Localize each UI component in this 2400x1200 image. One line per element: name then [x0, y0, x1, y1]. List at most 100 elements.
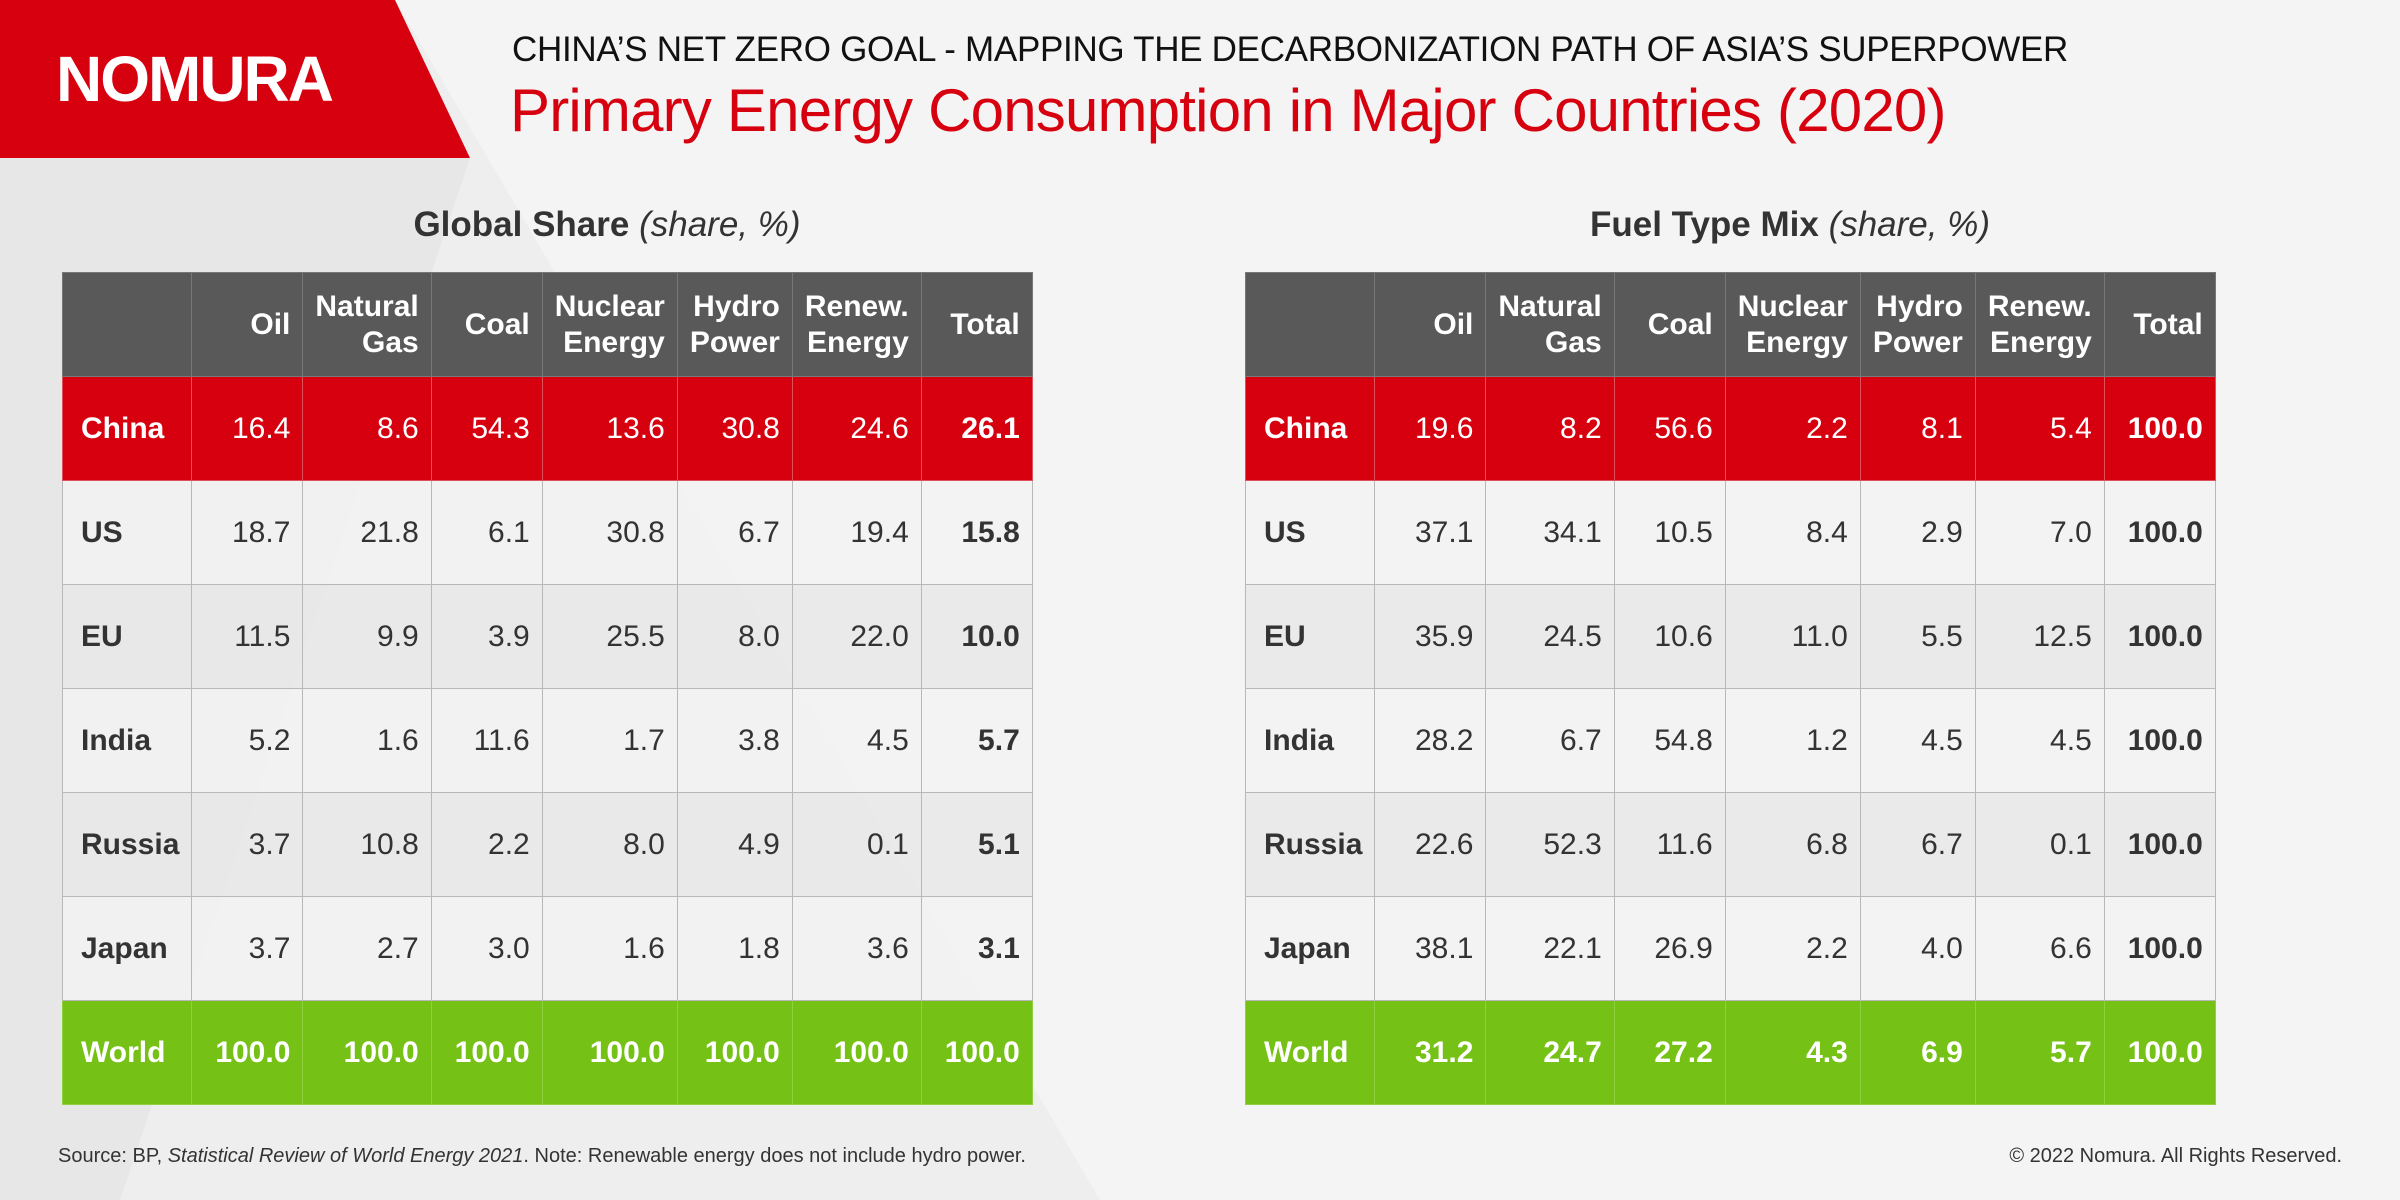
value-cell: 5.5 — [1859, 584, 1976, 689]
table-row: US 37.1 34.1 10.5 8.4 2.9 7.0 100.0 — [1244, 480, 2216, 585]
table-row: China 16.4 8.6 54.3 13.6 30.8 24.6 26.1 — [61, 376, 1033, 481]
column-header-line2: Gas — [362, 325, 419, 359]
column-header-line1: Hydro — [1876, 289, 1963, 323]
fuel-mix-title-text: Fuel Type Mix — [1589, 205, 1819, 244]
column-header-line1: Natural — [1498, 289, 1602, 323]
value-cell: 10.5 — [1613, 480, 1726, 585]
nomura-logo: NOMURA — [56, 43, 334, 115]
value-cell: 3.6 — [791, 896, 922, 1001]
column-header-line1: Nuclear — [1737, 289, 1848, 323]
column-header: Oil — [191, 272, 304, 377]
value-cell: 18.7 — [191, 480, 304, 585]
value-cell: 6.8 — [1724, 792, 1861, 897]
column-header: Renew. Energy — [1974, 272, 2105, 377]
value-cell: 11.6 — [1613, 792, 1726, 897]
logo-block — [0, 0, 470, 158]
value-cell: 19.4 — [791, 480, 922, 585]
value-cell: 25.5 — [541, 584, 678, 689]
column-header: Nuclear Energy — [1724, 272, 1861, 377]
total-cell: 100.0 — [2103, 896, 2216, 1001]
total-cell: 15.8 — [920, 480, 1033, 585]
table-row: Russia 22.6 52.3 11.6 6.8 6.7 0.1 100.0 — [1244, 792, 2216, 897]
value-cell: 10.6 — [1613, 584, 1726, 689]
column-header-line2: Energy — [1746, 325, 1848, 359]
column-header: Coal — [1613, 272, 1726, 377]
value-cell: 13.6 — [541, 376, 678, 481]
source-suffix: . Note: Renewable energy does not includ… — [523, 1145, 1026, 1167]
value-cell: 3.9 — [430, 584, 543, 689]
value-cell: 22.1 — [1485, 896, 1615, 1001]
value-cell: 2.2 — [1724, 896, 1861, 1001]
total-cell: 26.1 — [920, 376, 1033, 481]
value-cell: 35.9 — [1374, 584, 1487, 689]
value-cell: 8.0 — [676, 584, 793, 689]
value-cell: 4.9 — [676, 792, 793, 897]
column-header: Total — [920, 272, 1033, 377]
column-header-line2: Power — [689, 325, 780, 359]
table-row: EU 35.9 24.5 10.6 11.0 5.5 12.5 100.0 — [1244, 584, 2216, 689]
row-label: World — [61, 1000, 193, 1105]
header-row: Oil Natural Gas Coal Nuclear Energy Hydro Power… — [1244, 272, 2216, 377]
column-header-line2: Power — [1872, 325, 1963, 359]
value-cell: 54.3 — [430, 376, 543, 481]
value-cell: 6.6 — [1974, 896, 2105, 1001]
column-header-line1: Natural — [315, 289, 419, 323]
value-cell: 100.0 — [191, 1000, 304, 1105]
value-cell: 54.8 — [1613, 688, 1726, 793]
value-cell: 4.5 — [1859, 688, 1976, 793]
value-cell: 34.1 — [1485, 480, 1615, 585]
value-cell: 31.2 — [1374, 1000, 1487, 1105]
value-cell: 24.6 — [791, 376, 922, 481]
column-header-line2: Coal — [1647, 307, 1713, 341]
total-cell: 5.7 — [920, 688, 1033, 793]
column-header: Renew. Energy — [791, 272, 922, 377]
value-cell: 8.6 — [302, 376, 432, 481]
table-row: World 31.2 24.7 27.2 4.3 6.9 5.7 100.0 — [1244, 1000, 2216, 1105]
value-cell: 8.0 — [541, 792, 678, 897]
value-cell: 4.5 — [1974, 688, 2105, 793]
value-cell: 56.6 — [1613, 376, 1726, 481]
value-cell: 1.6 — [302, 688, 432, 793]
value-cell: 100.0 — [541, 1000, 678, 1105]
row-label: India — [61, 688, 193, 793]
column-header-line2: Total — [950, 307, 1020, 341]
value-cell: 3.0 — [430, 896, 543, 1001]
column-header-line2: Coal — [464, 307, 530, 341]
value-cell: 30.8 — [676, 376, 793, 481]
value-cell: 7.0 — [1974, 480, 2105, 585]
total-cell: 10.0 — [920, 584, 1033, 689]
table-row: Russia 3.7 10.8 2.2 8.0 4.9 0.1 5.1 — [61, 792, 1033, 897]
column-header-line2: Gas — [1545, 325, 1602, 359]
value-cell: 24.7 — [1485, 1000, 1615, 1105]
value-cell: 9.9 — [302, 584, 432, 689]
row-label: World — [1244, 1000, 1376, 1105]
table-row: US 18.7 21.8 6.1 30.8 6.7 19.4 15.8 — [61, 480, 1033, 585]
value-cell: 52.3 — [1485, 792, 1615, 897]
table-row: World 100.0 100.0 100.0 100.0 100.0 100.0 100.0 — [61, 1000, 1033, 1105]
total-cell: 3.1 — [920, 896, 1033, 1001]
value-cell: 37.1 — [1374, 480, 1487, 585]
column-header-line1: Renew. — [1987, 289, 2092, 323]
value-cell: 6.7 — [1485, 688, 1615, 793]
value-cell: 100.0 — [791, 1000, 922, 1105]
total-cell: 100.0 — [2103, 376, 2216, 481]
column-header-line2: Oil — [1433, 307, 1474, 341]
row-label: India — [1244, 688, 1376, 793]
column-header-line2: Energy — [563, 325, 665, 359]
value-cell: 2.2 — [1724, 376, 1861, 481]
value-cell: 26.9 — [1613, 896, 1726, 1001]
fuel-mix-table: Oil Natural Gas Coal Nuclear Energy Hydro Power… — [1244, 272, 2216, 1105]
value-cell: 24.5 — [1485, 584, 1615, 689]
total-cell: 5.1 — [920, 792, 1033, 897]
global-share-title-unit: (share, %) — [639, 205, 801, 244]
value-cell: 2.7 — [302, 896, 432, 1001]
value-cell: 11.0 — [1724, 584, 1861, 689]
value-cell: 6.7 — [1859, 792, 1976, 897]
value-cell: 6.7 — [676, 480, 793, 585]
total-cell: 100.0 — [2103, 688, 2216, 793]
value-cell: 5.7 — [1974, 1000, 2105, 1105]
source-note: Source: BP, Statistical Review of World … — [58, 1145, 1026, 1168]
value-cell: 30.8 — [541, 480, 678, 585]
row-label: Japan — [61, 896, 193, 1001]
value-cell: 2.9 — [1859, 480, 1976, 585]
